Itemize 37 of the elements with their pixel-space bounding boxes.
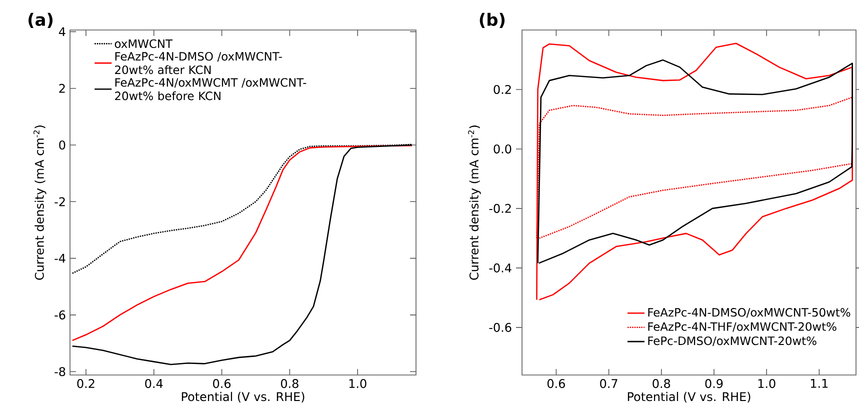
x-tick-label: 0.8 bbox=[652, 379, 670, 388]
y-tick-label: -8 bbox=[54, 367, 66, 376]
x-tick-label: 1.1 bbox=[811, 379, 828, 388]
y-axis-title: Current density (mA cm$^{-2}$) bbox=[468, 126, 481, 280]
legend-label: FeAzPc-4N-DMSO/oxMWCNT-50wt% bbox=[648, 308, 850, 318]
y-tick-label: -0.2 bbox=[489, 204, 511, 213]
legend-label: FeAzPc-4N-THF/oxMWCNT-20wt% bbox=[648, 322, 836, 332]
x-tick-label: 0.4 bbox=[145, 379, 163, 388]
y-axis-title: Current density (mA cm$^{-2}$) bbox=[33, 126, 46, 280]
x-tick-label: 0.9 bbox=[705, 379, 723, 388]
legend-label: FeAzPc-4N-DMSO /oxMWCNT-20wt% after KCN bbox=[115, 52, 282, 74]
y-tick-label: 2 bbox=[59, 84, 65, 93]
chart-title: (a) bbox=[28, 12, 53, 28]
y-tick-label: 0.2 bbox=[494, 84, 511, 94]
line-series bbox=[537, 59, 853, 264]
y-tick-label: -0.6 bbox=[489, 322, 512, 332]
x-tick-label: 0.6 bbox=[213, 379, 231, 388]
x-tick-label: 0.8 bbox=[280, 379, 298, 388]
x-axis-title: Potential (V vs. RHE) bbox=[182, 392, 304, 403]
y-tick-label: 0.0 bbox=[494, 144, 512, 154]
legend-label: oxMWCNT bbox=[114, 39, 173, 48]
y-tick-label: -4 bbox=[54, 254, 66, 263]
y-tick-label: -2 bbox=[54, 197, 65, 206]
x-tick-label: 1.0 bbox=[349, 379, 366, 388]
y-tick-label: 0 bbox=[59, 140, 66, 150]
chart-title: (b) bbox=[480, 12, 505, 28]
x-tick-label: 0.2 bbox=[77, 379, 94, 388]
y-tick-label: -6 bbox=[54, 310, 66, 320]
x-tick-label: 1.0 bbox=[758, 379, 776, 388]
y-tick-label: 4 bbox=[58, 27, 66, 36]
x-tick-label: 0.7 bbox=[600, 379, 618, 388]
line-series bbox=[536, 42, 853, 300]
x-tick-label: 0.6 bbox=[547, 379, 565, 388]
x-axis-title: Potential (V vs. RHE) bbox=[628, 392, 750, 403]
legend-label: FeAzPc-4N/oxMWCMT /oxMWCNT-20wt% before KCN bbox=[115, 78, 306, 100]
y-tick-label: -0.4 bbox=[489, 263, 512, 272]
legend-label: FePc-DMSO/oxMWCNT-20wt% bbox=[648, 336, 816, 346]
